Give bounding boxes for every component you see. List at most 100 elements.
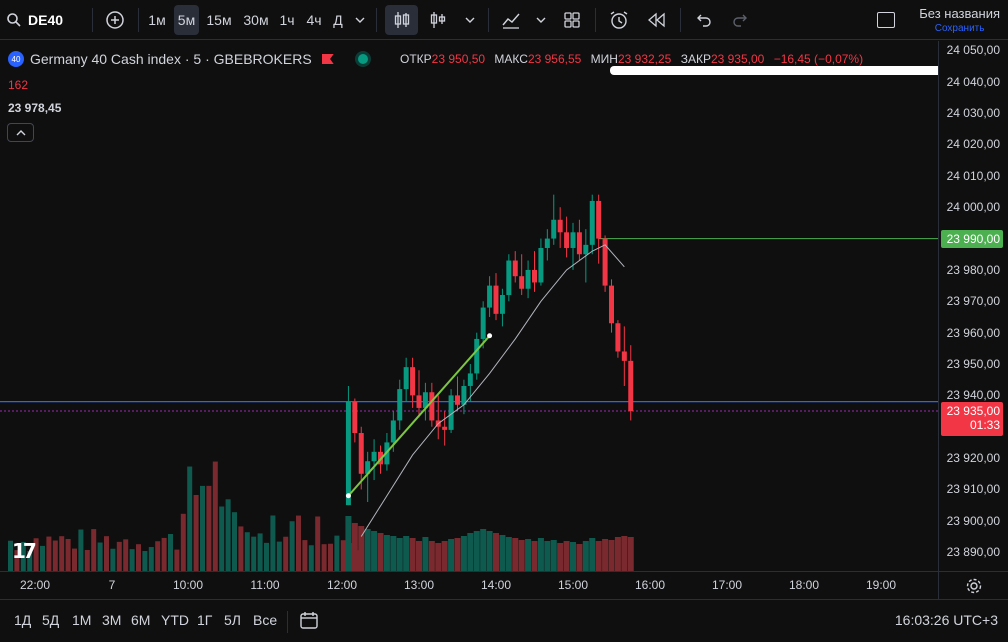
layouts-button[interactable] <box>558 5 586 35</box>
range-ytd[interactable]: YTD <box>161 612 189 628</box>
symbol-badge: 40 <box>8 51 24 67</box>
volume-bar <box>251 536 257 571</box>
volume-bar <box>396 538 403 571</box>
range-3m[interactable]: 3М <box>102 612 122 628</box>
volume-bar <box>232 512 237 571</box>
high-label: МАКС <box>494 52 528 66</box>
undo-button[interactable] <box>689 5 717 35</box>
volume-bar <box>409 538 416 571</box>
candle-body <box>551 219 557 239</box>
candle-body <box>609 285 614 324</box>
volume-bar <box>473 531 480 571</box>
chart-type-button[interactable] <box>385 5 418 35</box>
volume-bar <box>97 542 103 571</box>
low-label: МИН <box>590 52 618 66</box>
volume-bar <box>608 540 615 571</box>
range-1y[interactable]: 1Г <box>197 612 213 628</box>
range-1d[interactable]: 1Д <box>14 612 32 628</box>
time-tick-label: 15:00 <box>557 578 589 592</box>
layout-icon[interactable] <box>877 12 895 28</box>
replay-button[interactable] <box>643 5 671 35</box>
price-chart[interactable] <box>0 41 938 571</box>
range-1m[interactable]: 1М <box>72 612 92 628</box>
volume-bar <box>27 551 33 571</box>
bars-style-button[interactable] <box>426 5 450 35</box>
symbol-label: DE40 <box>28 12 64 28</box>
open-label: ОТКР <box>400 52 432 66</box>
ohlc-values: ОТКР23 950,50 МАКС23 956,55 МИН23 932,25… <box>400 52 869 66</box>
trendline-handle <box>345 493 351 499</box>
indicators-dropdown[interactable] <box>531 5 551 35</box>
candle-body <box>487 285 493 308</box>
symbol-legend: 40 Germany 40 Cash index · 5 · GBEBROKER… <box>8 51 368 67</box>
volume-bar <box>371 531 378 571</box>
range-all[interactable]: Все <box>253 612 278 628</box>
layout-name-button[interactable]: Без названия Сохранить <box>919 6 1000 34</box>
redo-button[interactable] <box>727 5 755 35</box>
chevron-up-icon <box>16 130 25 136</box>
candle-body <box>493 285 499 314</box>
time-axis[interactable]: 22:00 7 10:00 11:00 12:00 13:00 14:00 15:00 16:0… <box>0 571 938 599</box>
volume-bar <box>512 538 519 571</box>
interval-4h[interactable]: 4ч <box>306 12 322 28</box>
time-tick-label: 10:00 <box>172 578 204 592</box>
volume-bar <box>264 542 269 571</box>
layout-save-status[interactable]: Сохранить <box>934 23 985 34</box>
volume-bar <box>377 533 384 571</box>
toolbar-divider <box>92 8 93 32</box>
volume-bar <box>200 485 205 571</box>
volume-bar <box>345 516 352 571</box>
add-symbol-icon <box>106 11 124 29</box>
chart-settings-button[interactable] <box>938 571 1008 599</box>
interval-5m[interactable]: 5м <box>174 5 199 35</box>
clock-timezone[interactable]: 16:03:26 UTC+3 <box>894 612 998 628</box>
range-6m[interactable]: 6М <box>131 612 151 628</box>
range-5d[interactable]: 5Д <box>42 612 60 628</box>
alert-button[interactable] <box>604 5 634 35</box>
top-toolbar: DE40 1м 5м 15м 30м 1ч 4ч Д <box>0 0 1008 40</box>
candle-body <box>358 433 364 474</box>
volume-bar <box>570 542 576 571</box>
candles-icon <box>394 12 409 28</box>
volume-bar <box>595 541 602 571</box>
interval-1d[interactable]: Д <box>333 12 343 28</box>
last-price-tag: 23 935,00 01:33 <box>941 402 1003 437</box>
volume-bar <box>334 535 340 571</box>
volume-bar <box>136 544 141 571</box>
interval-1m[interactable]: 1м <box>148 12 166 28</box>
volume-bar <box>518 540 525 571</box>
intervals-dropdown[interactable] <box>351 5 369 35</box>
flag-icon[interactable] <box>321 54 334 64</box>
time-tick-label: 14:00 <box>480 578 512 592</box>
collapse-legend-button[interactable] <box>7 123 34 142</box>
add-symbol-button[interactable] <box>101 5 129 35</box>
calendar-icon[interactable] <box>299 610 319 630</box>
range-5y[interactable]: 5Л <box>224 612 241 628</box>
chart-pane[interactable]: 40 Germany 40 Cash index · 5 · GBEBROKER… <box>0 41 938 571</box>
candle-body <box>467 373 473 386</box>
volume-bar <box>193 495 199 571</box>
close-value: 23 935,00 <box>710 52 765 66</box>
candle-body <box>455 395 460 405</box>
volume-bar <box>257 533 263 571</box>
interval-30m[interactable]: 30м <box>243 12 269 28</box>
price-axis[interactable]: 23 990,00 23 935,00 01:33 24 050,00 24 04… <box>938 41 1008 571</box>
interval-1h[interactable]: 1ч <box>279 12 295 28</box>
interval-15m[interactable]: 15м <box>206 12 232 28</box>
symbol-title[interactable]: Germany 40 Cash index · 5 · GBEBROKERS <box>30 51 312 67</box>
candle-body <box>519 276 525 289</box>
low-value: 23 932,25 <box>617 52 672 66</box>
tradingview-logo[interactable]: 17 <box>12 539 37 563</box>
indicators-button[interactable] <box>497 5 525 35</box>
time-tick-label: 7 <box>108 578 116 592</box>
candle-body <box>589 200 595 245</box>
price-tick-label: 23 950,00 <box>946 357 1000 372</box>
volume-bar <box>448 539 455 571</box>
candle-body <box>544 238 550 248</box>
volume-bar <box>582 541 589 571</box>
symbol-search-button[interactable]: DE40 <box>6 5 63 35</box>
price-tick-label: 23 980,00 <box>946 262 1000 277</box>
chart-type-dropdown[interactable] <box>459 5 481 35</box>
indicators-icon <box>502 13 520 29</box>
candle-body <box>422 392 428 408</box>
